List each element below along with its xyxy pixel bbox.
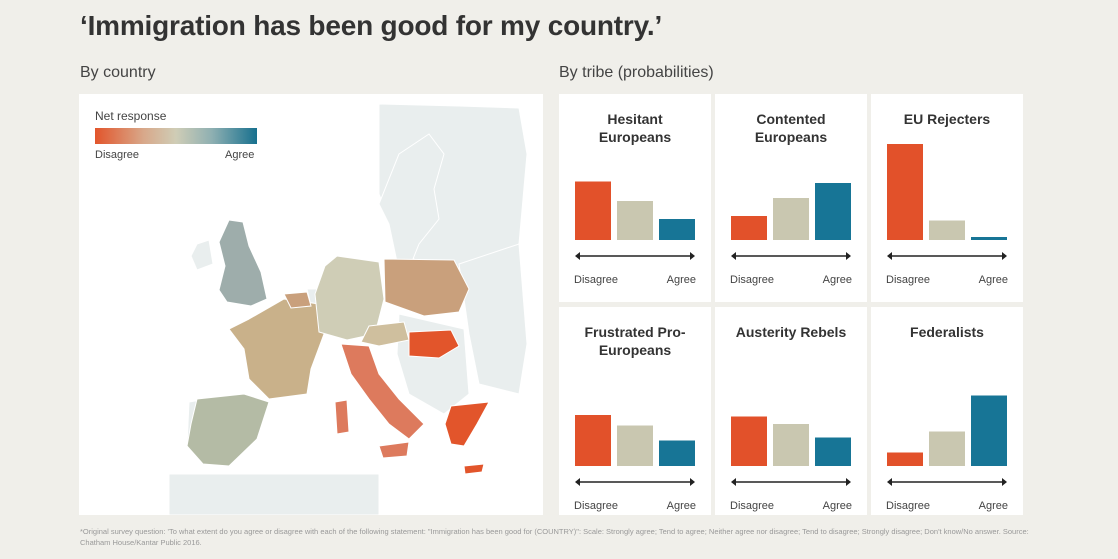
axis-label-disagree: Disagree: [574, 500, 619, 512]
tribe-card: Contented Europeans Disagree Agree: [715, 94, 867, 302]
tribe-bar-chart: [731, 183, 851, 260]
section-label-by-country: By country: [80, 64, 156, 81]
map-country-germany: [314, 255, 385, 341]
map-country-spain: [186, 393, 270, 467]
tribe-card: Frustrated Pro-Europeans Disagree Agree: [559, 307, 711, 515]
arrowhead-right-icon: [1002, 252, 1007, 260]
europe-map: [168, 103, 528, 515]
bar-agree: [815, 437, 851, 466]
arrowhead-right-icon: [1002, 478, 1007, 486]
bar-neutral: [617, 425, 653, 466]
map-land-scandinavia: [378, 133, 445, 270]
map-country-greece: [444, 401, 490, 447]
map-country-sicily: [378, 441, 410, 459]
arrowhead-left-icon: [575, 478, 580, 486]
axis-label-disagree: Disagree: [730, 274, 775, 286]
legend-high-label: Agree: [225, 149, 255, 161]
bar-agree: [815, 183, 851, 240]
axis-label-disagree: Disagree: [886, 274, 931, 286]
bar-disagree: [731, 416, 767, 466]
tribe-card: Hesitant Europeans Disagree Agree: [559, 94, 711, 302]
section-label-by-tribe: By tribe (probabilities): [559, 64, 714, 81]
bar-agree: [971, 237, 1007, 240]
bar-neutral: [773, 424, 809, 466]
arrowhead-left-icon: [887, 252, 892, 260]
arrowhead-right-icon: [846, 478, 851, 486]
bar-neutral: [929, 220, 965, 240]
axis-label-agree: Agree: [666, 274, 696, 286]
map-country-poland: [383, 258, 470, 317]
tribe-title: Austerity Rebels: [735, 324, 847, 340]
axis-label-disagree: Disagree: [730, 500, 775, 512]
bar-neutral: [617, 201, 653, 240]
bar-agree: [659, 440, 695, 466]
legend-color-scale: [95, 128, 257, 144]
arrowhead-left-icon: [731, 252, 736, 260]
map-country-france: [228, 298, 325, 400]
tribe-title: Frustrated Pro-Europeans: [584, 324, 686, 358]
bar-neutral: [773, 198, 809, 240]
map-country-belgium: [283, 291, 312, 309]
axis-label-agree: Agree: [822, 500, 852, 512]
map-land-north-africa: [168, 473, 380, 515]
bar-disagree: [887, 452, 923, 466]
tribe-title: Hesitant Europeans: [598, 111, 672, 145]
tribe-bar-chart: [887, 144, 1007, 260]
bar-disagree: [731, 216, 767, 240]
map-land-balkans: [396, 313, 470, 415]
tribe-bar-chart: [575, 415, 695, 486]
map-country-sardinia: [334, 399, 350, 435]
tribe-title: Federalists: [910, 324, 984, 340]
axis-label-disagree: Disagree: [886, 500, 931, 512]
bar-disagree: [887, 144, 923, 240]
country-map-panel: Net response Disagree Agree: [79, 94, 543, 515]
axis-label-agree: Agree: [822, 274, 852, 286]
tribe-bar-chart: [887, 395, 1007, 486]
axis-label-agree: Agree: [666, 500, 696, 512]
tribe-card: EU Rejecters Disagree Agree: [871, 94, 1023, 302]
bar-neutral: [929, 431, 965, 466]
legend-title: Net response: [95, 109, 167, 123]
map-country-greece-crete: [463, 463, 485, 475]
axis-label-disagree: Disagree: [574, 274, 619, 286]
bar-disagree: [575, 181, 611, 240]
arrowhead-right-icon: [690, 478, 695, 486]
tribe-title: EU Rejecters: [903, 111, 991, 127]
bar-agree: [971, 395, 1007, 466]
page-title: ‘Immigration has been good for my countr…: [80, 10, 663, 41]
tribe-title: Contented Europeans: [754, 111, 828, 145]
bar-disagree: [575, 415, 611, 466]
tribe-card: Austerity Rebels Disagree Agree: [715, 307, 867, 515]
tribe-bar-chart: [575, 181, 695, 260]
arrowhead-left-icon: [887, 478, 892, 486]
map-country-hungary: [408, 329, 460, 359]
arrowhead-right-icon: [846, 252, 851, 260]
legend-low-label: Disagree: [95, 149, 140, 161]
map-country-austria: [360, 321, 410, 347]
axis-label-agree: Agree: [978, 500, 1008, 512]
tribe-card: Federalists Disagree Agree: [871, 307, 1023, 515]
map-land-ireland: [190, 239, 214, 271]
arrowhead-left-icon: [731, 478, 736, 486]
arrowhead-right-icon: [690, 252, 695, 260]
map-land-east: [458, 243, 528, 395]
axis-label-agree: Agree: [978, 274, 1008, 286]
bar-agree: [659, 219, 695, 240]
map-country-uk: [218, 219, 268, 307]
map-country-italy: [340, 343, 425, 440]
arrowhead-left-icon: [575, 252, 580, 260]
tribe-bar-chart: [731, 416, 851, 486]
footnote: *Original survey question: 'To what exte…: [80, 527, 1029, 547]
